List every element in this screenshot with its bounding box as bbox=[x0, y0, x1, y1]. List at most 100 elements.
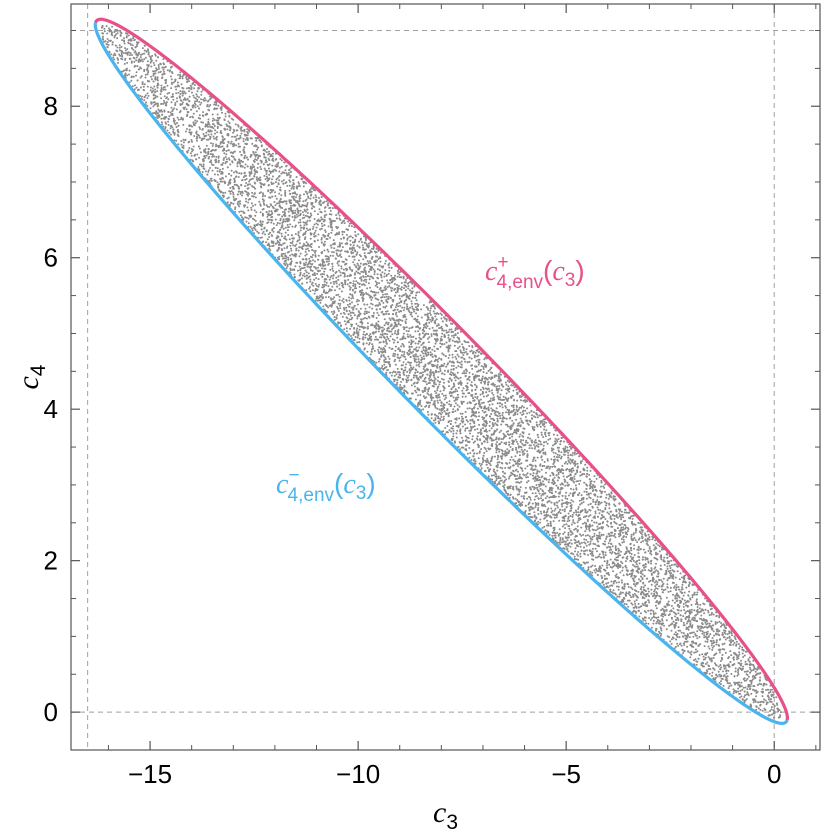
scatter-point bbox=[574, 550, 576, 553]
scatter-point bbox=[376, 273, 379, 276]
scatter-point bbox=[226, 197, 229, 200]
scatter-point bbox=[572, 488, 575, 491]
scatter-point bbox=[534, 439, 537, 442]
scatter-point bbox=[667, 600, 670, 603]
scatter-point bbox=[508, 417, 511, 420]
scatter-point bbox=[737, 671, 739, 674]
scatter-point bbox=[431, 379, 434, 382]
scatter-point bbox=[759, 676, 762, 679]
scatter-point bbox=[415, 312, 418, 315]
scatter-point bbox=[288, 169, 291, 172]
scatter-point bbox=[154, 88, 157, 91]
scatter-point bbox=[139, 95, 142, 97]
scatter-point bbox=[613, 564, 616, 567]
scatter-point bbox=[730, 673, 733, 675]
scatter-point bbox=[200, 101, 203, 104]
scatter-point bbox=[693, 609, 696, 612]
scatter-point bbox=[662, 589, 665, 592]
scatter-point bbox=[344, 323, 347, 326]
scatter-point bbox=[711, 646, 714, 649]
scatter-point bbox=[494, 455, 496, 458]
scatter-point bbox=[398, 297, 401, 300]
scatter-point bbox=[539, 487, 542, 490]
scatter-point bbox=[402, 332, 405, 335]
scatter-point bbox=[201, 171, 204, 173]
scatter-point bbox=[150, 101, 152, 104]
scatter-point bbox=[526, 422, 529, 425]
scatter-point bbox=[534, 501, 537, 504]
scatter-point bbox=[594, 556, 597, 559]
scatter-point bbox=[688, 582, 691, 585]
scatter-point bbox=[465, 419, 468, 422]
scatter-point bbox=[464, 411, 467, 413]
scatter-point bbox=[515, 388, 518, 391]
scatter-point bbox=[325, 200, 328, 203]
scatter-point bbox=[563, 508, 566, 511]
scatter-point bbox=[146, 73, 149, 76]
scatter-point bbox=[368, 343, 371, 346]
scatter-point bbox=[379, 326, 382, 329]
scatter-point bbox=[255, 176, 258, 179]
scatter-point bbox=[259, 191, 262, 194]
scatter-point bbox=[199, 103, 202, 106]
scatter-point bbox=[144, 76, 147, 79]
scatter-point bbox=[674, 631, 677, 634]
scatter-point bbox=[196, 105, 199, 108]
scatter-point bbox=[612, 570, 615, 573]
scatter-point bbox=[259, 211, 262, 214]
scatter-point bbox=[233, 177, 236, 180]
scatter-point bbox=[468, 407, 471, 410]
scatter-point bbox=[553, 509, 556, 512]
scatter-point bbox=[623, 603, 626, 605]
scatter-point bbox=[631, 572, 634, 575]
scatter-point bbox=[588, 535, 591, 538]
scatter-point bbox=[612, 582, 615, 585]
scatter-point bbox=[245, 178, 248, 180]
scatter-point bbox=[288, 238, 291, 241]
scatter-point bbox=[575, 558, 578, 561]
scatter-point bbox=[479, 464, 482, 467]
scatter-point bbox=[588, 496, 591, 499]
scatter-point bbox=[533, 443, 535, 446]
scatter-point bbox=[454, 418, 457, 420]
scatter-point bbox=[645, 622, 648, 625]
scatter-point bbox=[264, 149, 267, 152]
scatter-point bbox=[544, 433, 547, 436]
scatter-point bbox=[471, 389, 473, 392]
scatter-point bbox=[219, 130, 222, 132]
scatter-point bbox=[445, 318, 448, 321]
scatter-point bbox=[391, 328, 394, 331]
scatter-point bbox=[146, 60, 149, 63]
scatter-point bbox=[284, 189, 287, 192]
scatter-point bbox=[540, 497, 542, 500]
scatter-point bbox=[585, 528, 588, 531]
scatter-point bbox=[291, 215, 294, 218]
scatter-point bbox=[373, 263, 376, 266]
scatter-point bbox=[280, 253, 283, 256]
scatter-point bbox=[299, 214, 302, 217]
scatter-point bbox=[352, 282, 355, 285]
scatter-point bbox=[470, 357, 473, 360]
scatter-point bbox=[212, 117, 215, 120]
scatter-point bbox=[609, 517, 612, 520]
scatter-point bbox=[190, 86, 193, 89]
scatter-point bbox=[683, 591, 686, 594]
scatter-point bbox=[138, 68, 141, 71]
scatter-point bbox=[308, 219, 311, 222]
scatter-point bbox=[396, 290, 399, 293]
scatter-point bbox=[254, 214, 257, 217]
scatter-point bbox=[368, 252, 371, 255]
scatter-point bbox=[464, 427, 467, 430]
scatter-point bbox=[486, 441, 489, 444]
scatter-point bbox=[428, 301, 431, 304]
scatter-point bbox=[413, 385, 416, 388]
scatter-point bbox=[453, 344, 456, 347]
scatter-point bbox=[712, 657, 715, 659]
scatter-point bbox=[338, 299, 341, 302]
scatter-point bbox=[585, 497, 588, 500]
scatter-point bbox=[308, 287, 311, 290]
scatter-point bbox=[179, 118, 182, 121]
scatter-point bbox=[692, 635, 695, 638]
scatter-point bbox=[342, 307, 345, 309]
scatter-point bbox=[504, 423, 507, 426]
